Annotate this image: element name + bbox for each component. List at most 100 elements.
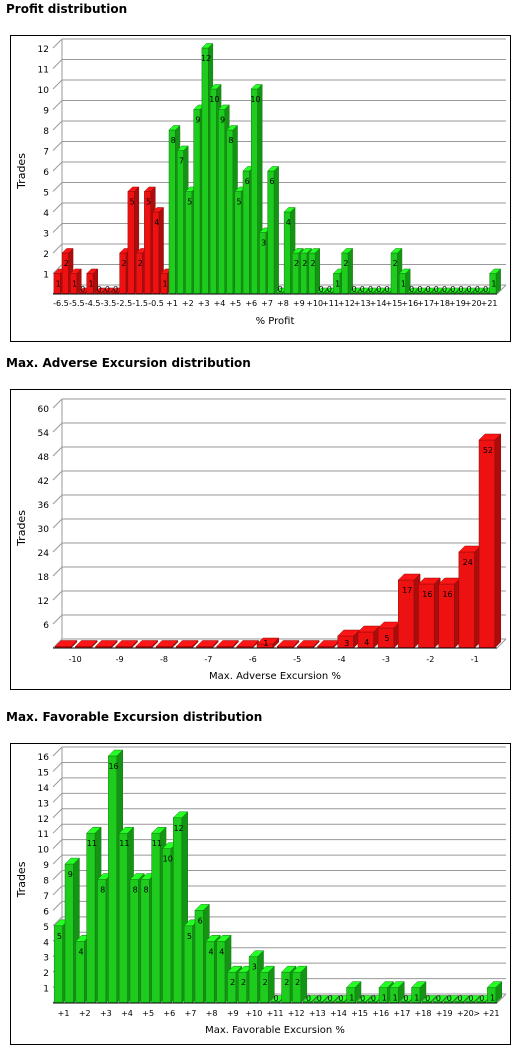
bar-front [218,109,226,295]
bar [302,994,319,1004]
bar-value-label: 0 [417,285,422,294]
bar-value-label: 0 [475,285,480,294]
bar-front [250,88,258,295]
grid-line-side [52,839,63,849]
bar [324,994,340,1004]
grid-line-side [52,518,63,529]
bar-value-label: 10 [209,95,219,104]
bar [276,639,300,649]
grid-line-side [52,38,63,49]
grid-line-side [52,264,63,274]
section-title-mfe: Max. Favorable Excursion distribution [6,710,263,724]
bar-front [127,191,135,295]
bar [486,981,503,1004]
bar-value-label: 5 [187,932,192,941]
x-tick-label: +5 [229,299,241,308]
y-tick-label: 6 [43,168,49,178]
bar-front [97,879,107,1004]
x-tick-label: +15 [385,299,402,308]
bar-front [108,755,118,1004]
y-tick-label: 30 [38,525,50,535]
bar-value-label: 3 [261,239,266,248]
x-tick-label: -8 [160,655,168,664]
bar [478,433,502,649]
bar-value-label: 1 [162,280,167,289]
x-axis-title: Max. Favorable Excursion % [205,1025,345,1036]
grid-line-side [52,885,63,896]
y-tick-label: 4 [43,209,49,219]
bar-value-label: 3 [344,639,349,648]
x-tick-label: +13 [309,1009,326,1018]
bar-front [238,971,247,1004]
x-tick-label: +11 [322,299,339,308]
bar-front [478,439,496,649]
bar-front [292,971,302,1004]
bar-value-label: 1 [382,994,387,1003]
bar-value-label: 0 [368,285,373,294]
x-tick-label: +5 [142,1009,154,1018]
x-tick-label: +11 [267,1009,284,1018]
y-tick-label: 10 [38,86,50,96]
bar-value-label: 6 [269,177,274,186]
x-tick-label: +14 [370,299,387,308]
grid-line-side [52,59,63,69]
bar-value-label: 2 [241,978,246,987]
x-tick-label: +4 [214,299,226,308]
bar-side [494,433,502,649]
bar-value-label: 0 [113,285,118,294]
bar-value-label: 52 [483,446,493,455]
y-tick-label: 1 [43,271,49,281]
bar-value-label: 1 [335,280,340,289]
y-tick-label: 36 [38,501,50,511]
y-axis-title: Trades [15,510,28,547]
x-tick-label: +9 [227,1009,239,1018]
x-tick-label: -7 [204,655,212,664]
y-tick-label: 60 [38,405,50,415]
bar-value-label: 1 [56,280,61,289]
bar-value-label: 8 [133,886,138,895]
bar-side [272,637,280,649]
x-tick-label: +6 [245,299,257,308]
bar-side [495,268,501,295]
bar-side [300,965,308,1004]
bar-value-label: 8 [100,886,105,895]
bar-value-label: 4 [364,638,369,647]
bar-value-label: 0 [319,285,324,294]
bar-value-label: 0 [434,285,439,294]
bar-value-label: 1 [490,994,495,1003]
bar-value-label: 0 [273,994,278,1003]
bar-value-label: 0 [450,285,455,294]
x-tick-label: -3.5 [101,299,117,308]
grid-line-side [52,243,63,254]
bar-value-label: 10 [163,855,173,864]
x-tick-label: +3 [100,1009,112,1018]
bar [259,965,275,1004]
bar-value-label: 0 [338,994,343,1003]
x-tick-label: +12 [338,299,355,308]
bar [439,287,452,295]
x-tick-label: +15 [351,1009,368,1018]
bar [74,639,98,649]
y-axis-title: Trades [15,861,28,898]
bar-value-label: 2 [64,259,69,268]
grid-line-side [52,746,63,757]
bar-value-label: 1 [263,639,268,648]
bar-side [273,165,279,295]
y-tick-label: 13 [38,799,49,809]
chart-frame-mae: 6 12 18 24 30 36 42 48 54 60 Trades 1 3 4 5 17 16 16 24 52 -… [10,389,511,690]
bar-value-label: 1 [414,994,419,1003]
mae-distribution-chart: 6 12 18 24 30 36 42 48 54 60 Trades 1 3 4 5 17 16 16 24 52 -… [15,398,507,682]
chart-frame-mfe: 1 2 3 4 5 6 7 8 9 10 11 12 13 14 15 16 Trades 5 9 4 11 8 16 11 8… [10,743,511,1045]
bar-value-label: 1 [72,280,77,289]
bar-value-label: 8 [228,136,233,145]
bar-front [162,848,172,1004]
bar-value-label: 24 [463,558,473,567]
x-tick-label: +8 [277,299,289,308]
x-tick-label: +8 [206,1009,218,1018]
bar-front [193,109,201,295]
bar-value-label: 0 [327,285,332,294]
chart-frame-profit: 1 2 3 4 5 6 7 8 9 10 11 12 Trades 1 2 1 0 1 0 0 0 2 5 2 5 4 1 8 7 5 9 1… [10,35,511,342]
grid-line-side [52,808,63,819]
bar-value-label: 5 [57,932,62,941]
